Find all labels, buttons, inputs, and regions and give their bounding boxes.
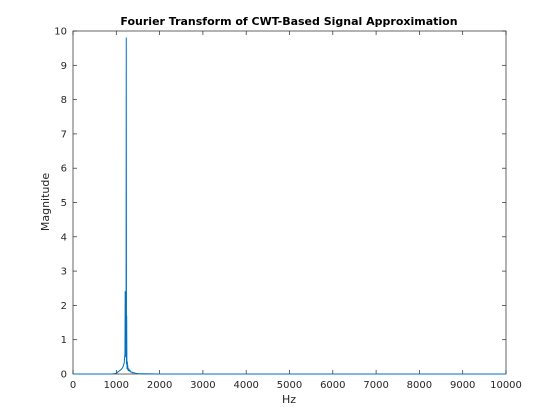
y-tick-label: 10 — [54, 27, 67, 38]
y-tick-label: 8 — [61, 95, 67, 106]
y-tick-label: 9 — [61, 61, 67, 72]
y-tick-label: 0 — [61, 370, 67, 381]
x-axis: 0 1000 2000 3000 4000 5000 6000 7000 8000 9000 100… — [70, 31, 522, 391]
x-tick-label: 5000 — [277, 380, 302, 391]
x-tick-label: 3000 — [190, 380, 215, 391]
x-tick-label: 10000 — [490, 380, 522, 391]
y-tick-label: 1 — [61, 335, 67, 346]
x-tick-label: 2000 — [147, 380, 172, 391]
x-tick-label: 0 — [70, 380, 76, 391]
y-tick-label: 6 — [61, 164, 67, 175]
x-tick-label: 8000 — [407, 380, 432, 391]
y-tick-label: 7 — [61, 129, 67, 140]
chart-title: Fourier Transform of CWT-Based Signal Ap… — [120, 15, 457, 28]
y-axis-label: Magnitude — [39, 173, 52, 232]
series-line — [73, 37, 506, 375]
x-tick-label: 4000 — [233, 380, 258, 391]
y-tick-label: 2 — [61, 301, 67, 312]
y-tick-label: 4 — [61, 232, 67, 243]
series-layer — [73, 37, 506, 375]
x-tick-label: 7000 — [363, 380, 388, 391]
y-tick-label: 5 — [61, 198, 67, 209]
y-tick-label: 3 — [61, 267, 67, 278]
x-tick-label: 9000 — [450, 380, 475, 391]
y-axis: 0 1 2 3 4 5 6 7 8 9 10 — [54, 27, 506, 381]
x-tick-label: 6000 — [320, 380, 345, 391]
x-axis-label: Hz — [282, 393, 296, 406]
x-tick-label: 1000 — [104, 380, 129, 391]
plot-area — [72, 30, 507, 375]
